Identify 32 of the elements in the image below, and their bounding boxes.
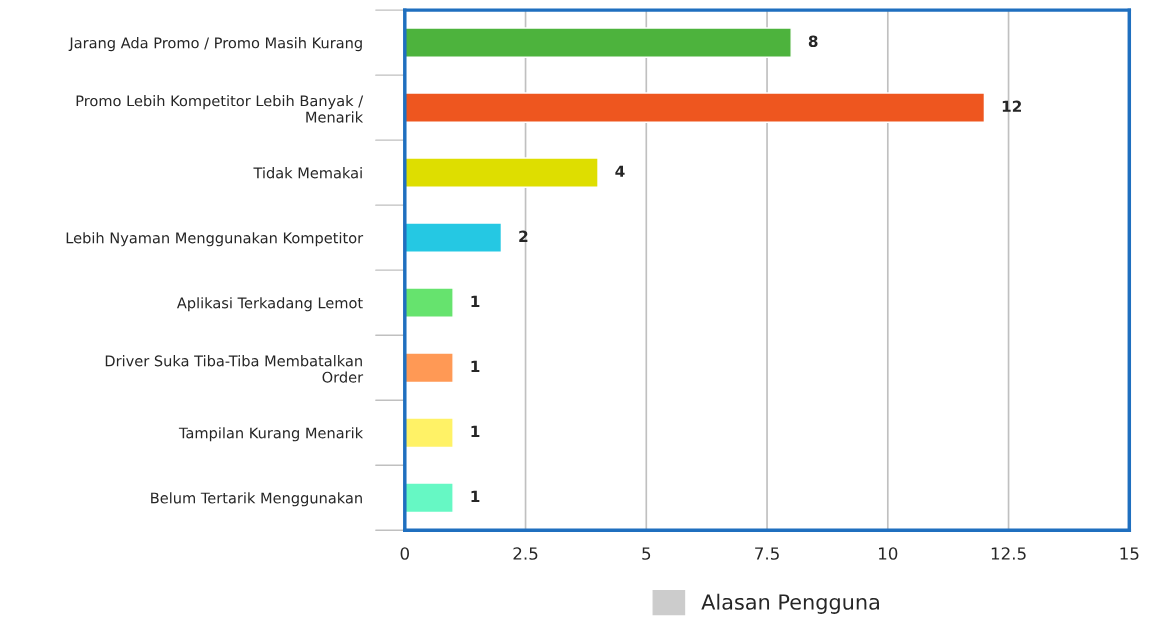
y-tick-label: Belum Tertarik Menggunakan	[151, 492, 362, 507]
data-label: 1	[471, 360, 480, 372]
data-label: 2	[519, 230, 528, 242]
y-tick-label: Tampilan Kurang Menarik	[178, 427, 364, 442]
bar	[404, 287, 454, 319]
bar	[404, 92, 986, 123]
bar	[404, 27, 792, 58]
bar	[404, 352, 454, 384]
x-tick-label: 7.5	[755, 547, 779, 560]
bar	[404, 157, 599, 188]
x-tick-label: 2.5	[513, 547, 538, 560]
y-tick-label: Lebih Nyaman Menggunakan Kompetitor	[66, 232, 364, 247]
y-tick-label: Driver Suka Tiba-Tiba Membatalkan Order	[105, 355, 364, 383]
bar	[404, 417, 454, 449]
data-label: 1	[471, 425, 480, 437]
x-tick-label: 0	[400, 547, 409, 560]
x-tick-label: 15	[1120, 547, 1139, 560]
bar	[404, 222, 503, 253]
x-tick-label: 12.5	[991, 547, 1026, 560]
y-tick-label: Jarang Ada Promo / Promo Masih Kurang	[68, 37, 362, 52]
text: Alasan Pengguna	[701, 593, 879, 614]
data-label: 1	[471, 490, 480, 502]
x-tick-label: 10	[879, 547, 898, 560]
x-tick-label: 5	[642, 547, 651, 560]
data-label: 12	[1002, 100, 1021, 112]
y-tick-label: Aplikasi Terkadang Lemot	[176, 297, 363, 312]
data-label: 8	[808, 35, 818, 48]
y-tick-label: Tidak Memakai	[253, 167, 362, 179]
y-tick-label: Promo Lebih Kompetitor Lebih Banyak / Menarik	[76, 95, 364, 123]
data-label: 4	[615, 165, 625, 177]
data-label: 1	[471, 295, 480, 307]
bar	[404, 482, 454, 514]
